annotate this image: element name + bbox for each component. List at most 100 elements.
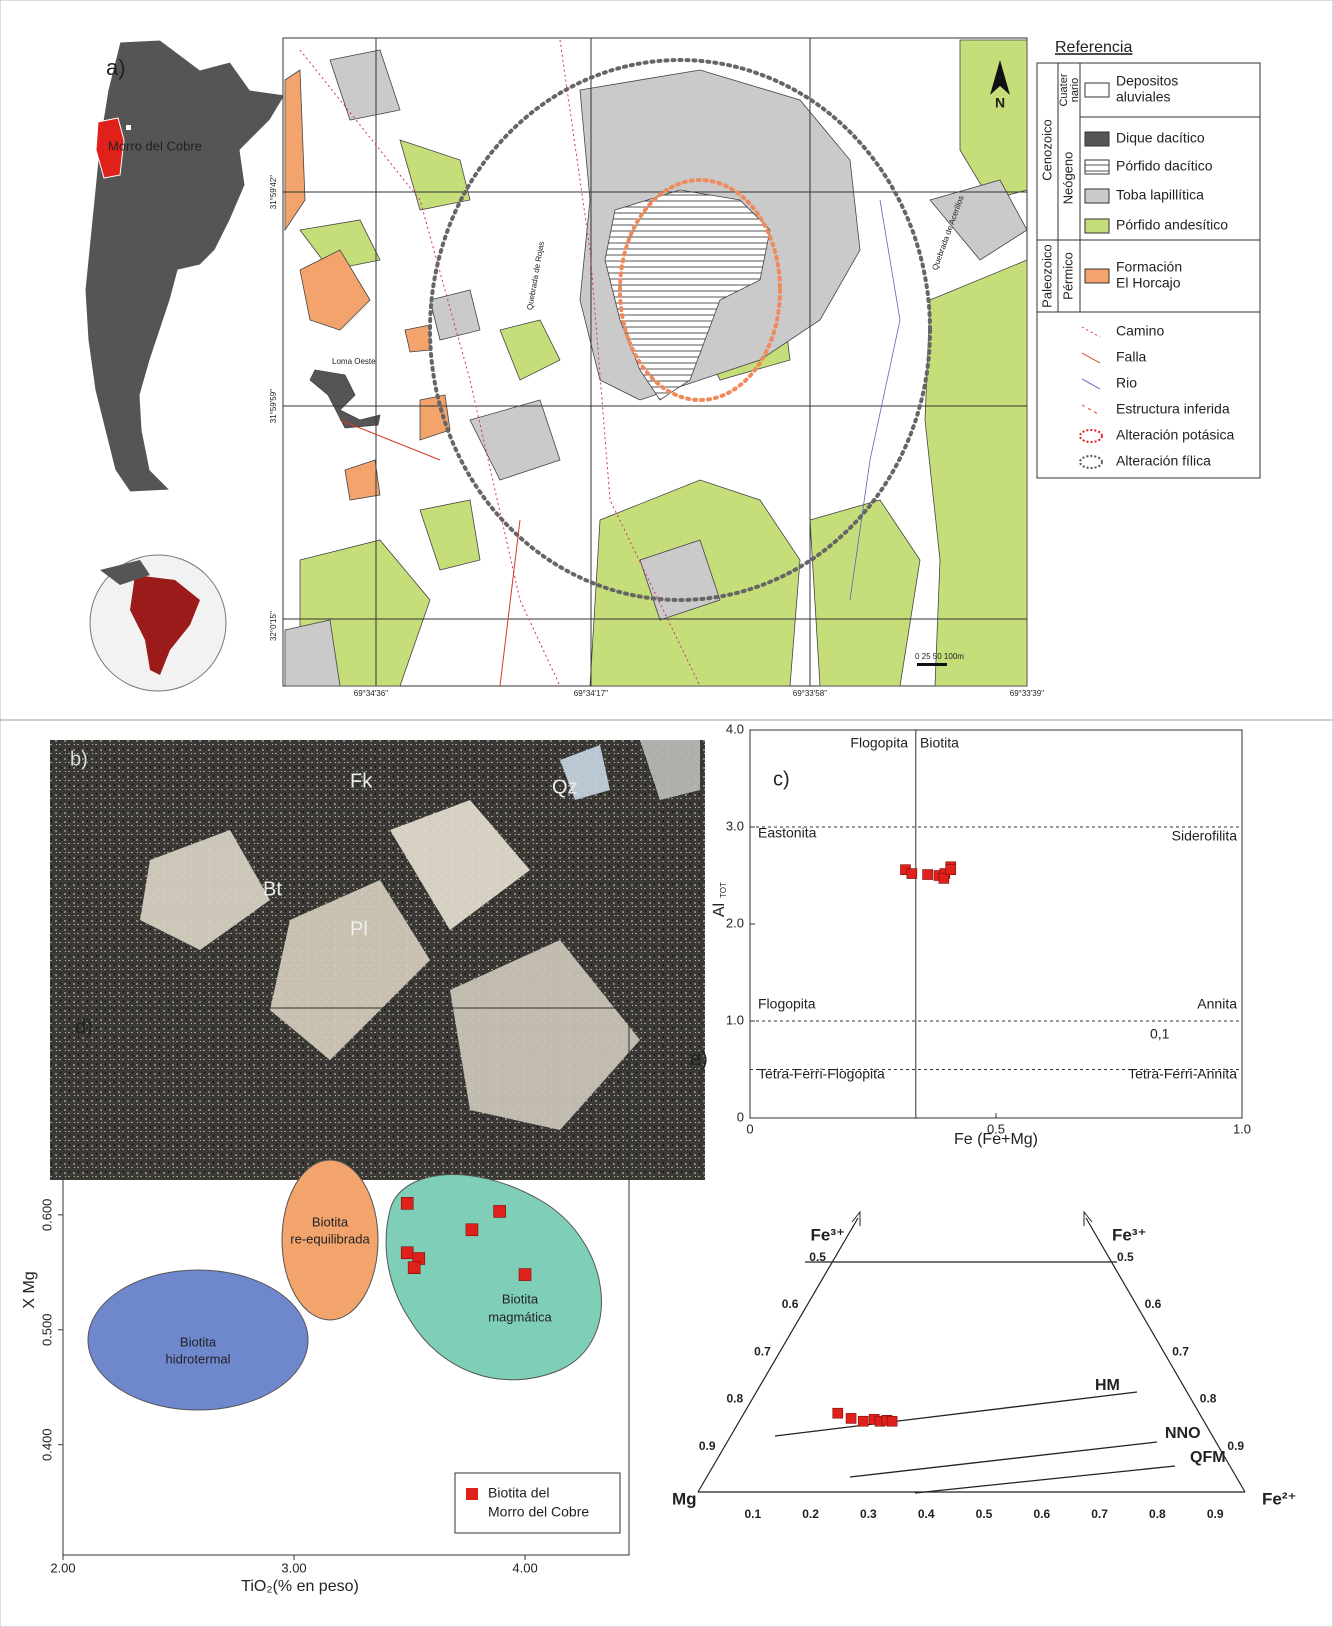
legend-swatch [1085,160,1109,174]
y-tick-label: 1.0 [726,1012,744,1027]
y-tick-label: 0 [737,1109,744,1124]
y-axis-label: Al [711,903,728,917]
x-tick-label: 0 [746,1121,753,1136]
x-tick-label: 3.00 [281,1560,306,1575]
annotation: Annita [1197,996,1237,1012]
lon-label: 69°34'36'' [354,689,389,698]
tick-label: 0.9 [1207,1507,1224,1521]
north-label: N [995,95,1005,111]
region-label: hidrotermal [165,1351,230,1366]
legend-swatch [1085,269,1109,283]
tick-label: 0.8 [727,1392,744,1406]
legend-label: Morro del Cobre [488,1504,589,1520]
legend-label: Toba lapillítica [1116,187,1204,203]
annotation: Biotita [920,735,959,751]
legend-label: Falla [1116,349,1147,365]
figure: Morro del Cobrea)NLoma OesteQuebrada de … [0,0,1333,1627]
region-label: Biotita [312,1214,349,1229]
point [519,1269,531,1281]
tick-label: 0.9 [699,1439,716,1453]
tick-label: 0.6 [1033,1507,1050,1521]
scale-label: 0 25 50 100m [915,652,964,661]
y-tick-label: 4.0 [726,721,744,736]
annotation: Tetra-Ferri-Annita [1128,1066,1237,1082]
legend-label: Biotita del [488,1485,549,1501]
tick-label: 0.8 [1200,1392,1217,1406]
point [401,1247,413,1259]
tick-label: 0.7 [754,1344,771,1358]
inset-label: Morro del Cobre [108,138,202,153]
corner-label: Mg [672,1489,697,1508]
legend-label: Estructura inferida [1116,401,1230,417]
place-label: Loma Oeste [332,357,376,366]
location-marker [126,125,131,130]
panel-label: d) [75,1016,93,1038]
corner-label: Fe³⁺ [811,1225,845,1244]
legend-label: Depositos [1116,73,1178,89]
annotation: Flogopita [758,996,816,1012]
y-axis-label: TOT [719,882,728,898]
page: Morro del Cobre { "map": { "panel_label"… [0,0,1333,1627]
x-tick-label: 2.00 [50,1560,75,1575]
lon-label: 69°34'17'' [574,689,609,698]
legend-title: Referencia [1055,39,1132,56]
legend-label: Camino [1116,323,1164,339]
point [401,1197,413,1209]
mineral-label: Fk [350,770,373,792]
annotation: 0,1 [1150,1026,1170,1042]
panel-label: b) [70,748,88,770]
legend-label: Dique dacítico [1116,130,1205,146]
x-axis-label: Fe (Fe+Mg) [954,1131,1038,1148]
point [466,1224,478,1236]
period-label: nario [1069,78,1081,102]
legend-swatch [1085,132,1109,146]
point [907,869,917,879]
scale-bar [917,663,947,666]
legend-swatch [1085,219,1109,233]
y-tick-label: 0.500 [39,1313,54,1346]
era-label: Paleozoico [1039,244,1054,308]
region-label: re-equilibrada [290,1231,370,1246]
lat-label: 31°59'42'' [269,174,278,209]
era-label: Cenozoico [1039,119,1054,180]
point [946,865,956,875]
x-tick-label: 4.00 [512,1560,537,1575]
region-label: Biotita [180,1334,217,1349]
point [923,870,933,880]
legend-label: El Horcajo [1116,275,1181,291]
tick-label: 0.1 [744,1507,761,1521]
buffer-label: HM [1095,1377,1120,1394]
lat-label: 32°0'15'' [269,611,278,642]
region-label: magmática [488,1309,552,1324]
lat-label: 31°59'59'' [269,388,278,423]
map-unit [925,260,1027,686]
annotation: Siderofilita [1172,828,1238,844]
mineral-label: Bt [263,878,282,900]
legend-label: Pórfido dacítico [1116,158,1213,174]
period-label: Pérmico [1060,252,1075,300]
y-tick-label: 0.400 [39,1428,54,1461]
tick-label: 0.8 [1149,1507,1166,1521]
legend-label: Rio [1116,375,1137,391]
mineral-label: Pl [350,918,368,940]
corner-label: Fe²⁺ [1262,1489,1296,1508]
region-label: Biotita [502,1291,539,1306]
mineral-label: Qz [552,776,578,798]
point [887,1416,897,1426]
tick-label: 0.5 [1117,1250,1134,1264]
point [833,1408,843,1418]
body: Morro del Cobrea)NLoma OesteQuebrada de … [0,0,1333,1627]
tick-label: 0.7 [1091,1507,1108,1521]
tick-label: 0.9 [1227,1439,1244,1453]
legend-label: Alteración potásica [1116,427,1235,443]
point [408,1262,420,1274]
point [858,1416,868,1426]
tick-label: 0.4 [918,1507,935,1521]
legend-label: Formación [1116,259,1182,275]
legend-label: Pórfido andesítico [1116,217,1228,233]
panel-label: e) [690,1048,708,1070]
y-tick-label: 0.600 [39,1199,54,1232]
point [846,1413,856,1423]
tick-label: 0.5 [976,1507,993,1521]
panel-label: c) [773,768,790,790]
